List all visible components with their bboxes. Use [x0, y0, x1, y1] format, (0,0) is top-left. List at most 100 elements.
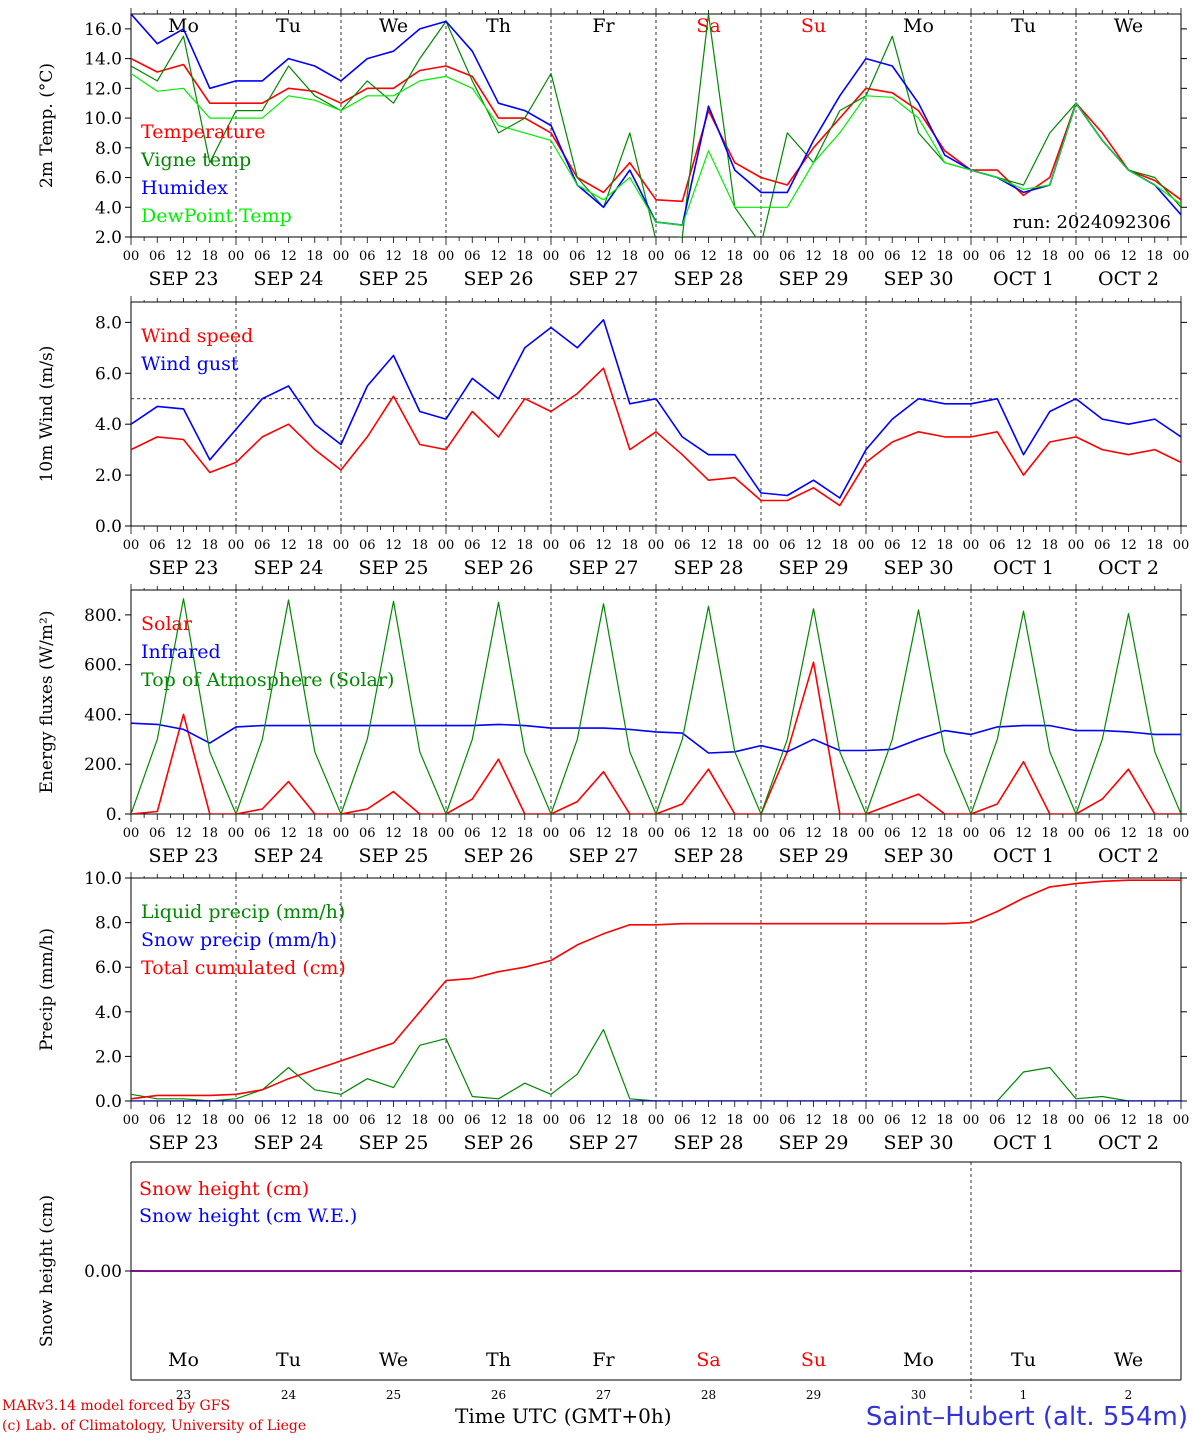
date-label: SEP 30 [884, 557, 954, 579]
hour-tick-label: 12 [280, 826, 297, 841]
day-number-label: 1 [1020, 1388, 1028, 1402]
y-axis-label: 2m Temp. (°C) [37, 63, 57, 188]
hour-tick-label: 12 [1120, 249, 1137, 264]
date-label: SEP 25 [359, 845, 429, 867]
legend-entry: Liquid precip (mm/h) [141, 901, 345, 923]
hour-tick-label: 12 [1120, 826, 1137, 841]
y-tick-label: 10.0 [84, 869, 122, 889]
series-line [131, 1028, 1181, 1101]
hour-tick-label: 18 [621, 1113, 638, 1128]
hour-tick-label: 18 [516, 249, 533, 264]
hour-tick-label: 12 [700, 249, 717, 264]
weekday-label: Sa [696, 15, 720, 37]
date-label: OCT 2 [1098, 845, 1159, 867]
hour-tick-label: 06 [1094, 1113, 1111, 1128]
hour-tick-label: 12 [1015, 538, 1032, 553]
weekday-label: Th [486, 1349, 511, 1371]
y-tick-label: 10.0 [84, 109, 122, 129]
hour-tick-label: 12 [805, 538, 822, 553]
y-axis-label: Energy fluxes (W/m²) [37, 611, 57, 794]
hour-tick-label: 00 [753, 1113, 770, 1128]
weekday-label: Th [486, 15, 511, 37]
model-credit: MARv3.14 model forced by GFS [2, 1398, 231, 1414]
hour-tick-label: 12 [910, 249, 927, 264]
hour-tick-label: 00 [333, 249, 350, 264]
legend-entry: Wind gust [141, 353, 239, 375]
series-line [131, 73, 1181, 226]
series-line [131, 14, 1181, 237]
hour-tick-label: 06 [674, 826, 691, 841]
legend-entry: DewPoint Temp [141, 205, 292, 227]
hour-tick-label: 00 [963, 1113, 980, 1128]
weekday-label: Mo [168, 15, 199, 37]
y-tick-label: 600. [84, 656, 122, 676]
hour-tick-label: 18 [621, 249, 638, 264]
hour-tick-label: 12 [910, 1113, 927, 1128]
hour-tick-label: 00 [1173, 826, 1190, 841]
hour-tick-label: 12 [1120, 1113, 1137, 1128]
hour-tick-label: 18 [201, 249, 218, 264]
y-tick-label: 800. [84, 606, 122, 626]
day-number-label: 28 [701, 1388, 716, 1402]
hour-tick-label: 12 [595, 538, 612, 553]
hour-tick-label: 18 [306, 538, 323, 553]
hour-tick-label: 00 [648, 826, 665, 841]
hour-tick-label: 06 [779, 538, 796, 553]
y-tick-label: 12.0 [84, 79, 122, 99]
hour-tick-label: 00 [123, 538, 140, 553]
hour-tick-label: 00 [333, 1113, 350, 1128]
date-label: OCT 2 [1098, 1132, 1159, 1154]
station-name: Saint–Hubert (alt. 554m) [865, 1402, 1188, 1432]
hour-tick-label: 00 [1068, 249, 1085, 264]
date-label: SEP 25 [359, 1132, 429, 1154]
hour-tick-label: 06 [884, 249, 901, 264]
date-label: OCT 2 [1098, 557, 1159, 579]
hour-tick-label: 00 [438, 249, 455, 264]
hour-tick-label: 18 [1041, 538, 1058, 553]
hour-tick-label: 06 [464, 826, 481, 841]
y-tick-label: 2.0 [95, 1047, 122, 1067]
copyright-credit: (c) Lab. of Climatology, University of L… [2, 1418, 307, 1434]
hour-tick-label: 18 [306, 826, 323, 841]
date-label: SEP 29 [779, 557, 849, 579]
hour-tick-label: 00 [753, 249, 770, 264]
series-line [131, 598, 1181, 814]
series-group [131, 598, 1181, 814]
hour-tick-label: 06 [569, 1113, 586, 1128]
date-label: SEP 29 [779, 268, 849, 290]
y-tick-label: 8.0 [95, 914, 122, 934]
y-tick-label: 6.0 [95, 958, 122, 978]
date-label: OCT 1 [993, 268, 1054, 290]
hour-tick-label: 18 [411, 538, 428, 553]
date-label: SEP 24 [254, 1132, 324, 1154]
hour-tick-label: 06 [989, 1113, 1006, 1128]
date-label: SEP 30 [884, 268, 954, 290]
hour-tick-label: 00 [648, 1113, 665, 1128]
date-label: SEP 28 [674, 1132, 744, 1154]
hour-tick-label: 18 [621, 538, 638, 553]
weekday-label: Sa [696, 1349, 720, 1371]
hour-tick-label: 06 [254, 538, 271, 553]
hour-tick-label: 00 [1173, 1113, 1190, 1128]
hour-tick-label: 00 [123, 1113, 140, 1128]
hour-tick-label: 00 [963, 538, 980, 553]
legend-entry: Snow precip (mm/h) [141, 929, 337, 951]
hour-tick-label: 00 [543, 826, 560, 841]
hour-tick-label: 18 [831, 538, 848, 553]
y-tick-label: 4.0 [95, 1003, 122, 1023]
hour-tick-label: 12 [1015, 249, 1032, 264]
hour-tick-label: 06 [254, 249, 271, 264]
hour-tick-label: 00 [858, 826, 875, 841]
legend-entry: Infrared [141, 641, 221, 663]
hour-tick-label: 06 [149, 1113, 166, 1128]
hour-tick-label: 00 [438, 1113, 455, 1128]
weekday-label: Mo [168, 1349, 199, 1371]
date-label: SEP 29 [779, 1132, 849, 1154]
hour-tick-label: 06 [989, 538, 1006, 553]
hour-tick-label: 12 [1015, 826, 1032, 841]
weekday-label: Tu [1011, 1349, 1036, 1371]
date-label: SEP 23 [149, 268, 219, 290]
hour-tick-label: 00 [648, 538, 665, 553]
date-label: SEP 25 [359, 268, 429, 290]
date-label: SEP 23 [149, 1132, 219, 1154]
